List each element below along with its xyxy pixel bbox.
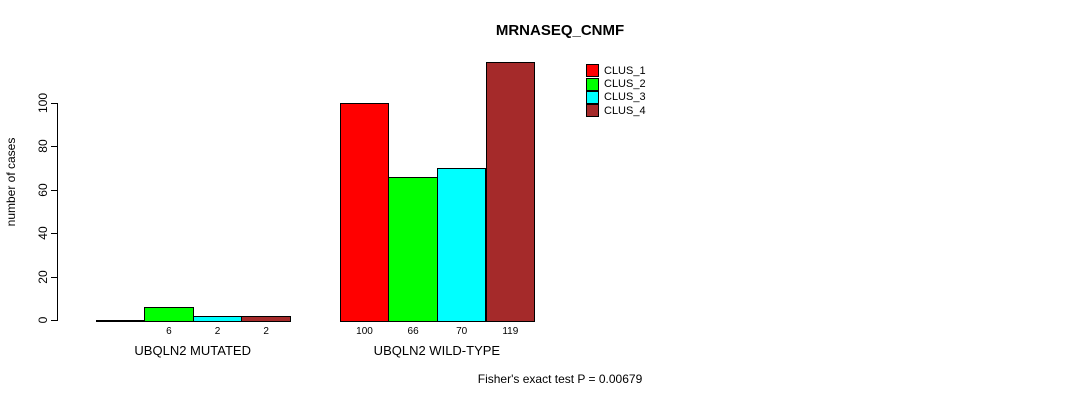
y-tick-label: 60 — [36, 183, 50, 197]
bar-clus_2-group2 — [388, 177, 438, 322]
legend-swatch-clus_4 — [586, 104, 599, 118]
legend-label: CLUS_2 — [604, 78, 646, 91]
legend-label: CLUS_1 — [604, 64, 646, 77]
y-tick-label: 100 — [36, 92, 50, 114]
chart-title: MRNASEQ_CNMF — [495, 22, 625, 39]
bar-value-label: 119 — [502, 326, 519, 337]
legend-row: CLUS_3 — [586, 90, 646, 104]
y-tick-label: 20 — [36, 269, 50, 284]
bar-value-label: 70 — [456, 326, 468, 337]
bar-clus_2-group1 — [144, 307, 194, 322]
legend-swatch-clus_3 — [586, 90, 599, 104]
legend-label: CLUS_3 — [604, 91, 646, 104]
legend-swatch-clus_1 — [586, 64, 599, 78]
y-axis-tick — [51, 320, 57, 321]
bar-value-label: 2 — [214, 326, 221, 337]
bar-value-label: 6 — [166, 326, 172, 337]
bar-clus_3-group2 — [436, 168, 487, 322]
y-tick-label: 40 — [36, 226, 50, 240]
bar-clus_4-group1 — [241, 316, 291, 322]
legend-row: CLUS_2 — [586, 77, 646, 91]
bar-clus_1-group2 — [339, 103, 390, 322]
y-axis-tick — [51, 276, 57, 278]
bar-clus_4-group2 — [485, 62, 536, 322]
y-tick-label: 80 — [36, 139, 50, 154]
bar-value-label: 100 — [356, 326, 373, 337]
legend-row: CLUS_4 — [586, 104, 646, 118]
legend-swatch-clus_2 — [586, 77, 599, 91]
legend-label: CLUS_4 — [604, 104, 646, 117]
legend-row: CLUS_1 — [586, 64, 646, 78]
category-label: UBQLN2 WILD-TYPE — [373, 343, 501, 358]
category-label: UBQLN2 MUTATED — [134, 343, 251, 358]
y-axis-line — [57, 103, 58, 321]
legend: CLUS_1 CLUS_2 CLUS_3 CLUS_4 — [586, 64, 646, 118]
bar-clus_1-group1 — [95, 320, 146, 322]
bar-clus_3-group1 — [192, 316, 243, 322]
footnote: Fisher's exact test P = 0.00679 — [477, 372, 643, 386]
y-tick-label: 0 — [36, 316, 50, 324]
y-axis-tick — [51, 103, 57, 104]
y-axis-tick — [51, 189, 57, 191]
bar-value-label: 66 — [407, 326, 419, 337]
y-axis-tick — [51, 146, 57, 148]
y-axis-tick — [51, 233, 57, 235]
bar-value-label: 2 — [263, 326, 269, 337]
